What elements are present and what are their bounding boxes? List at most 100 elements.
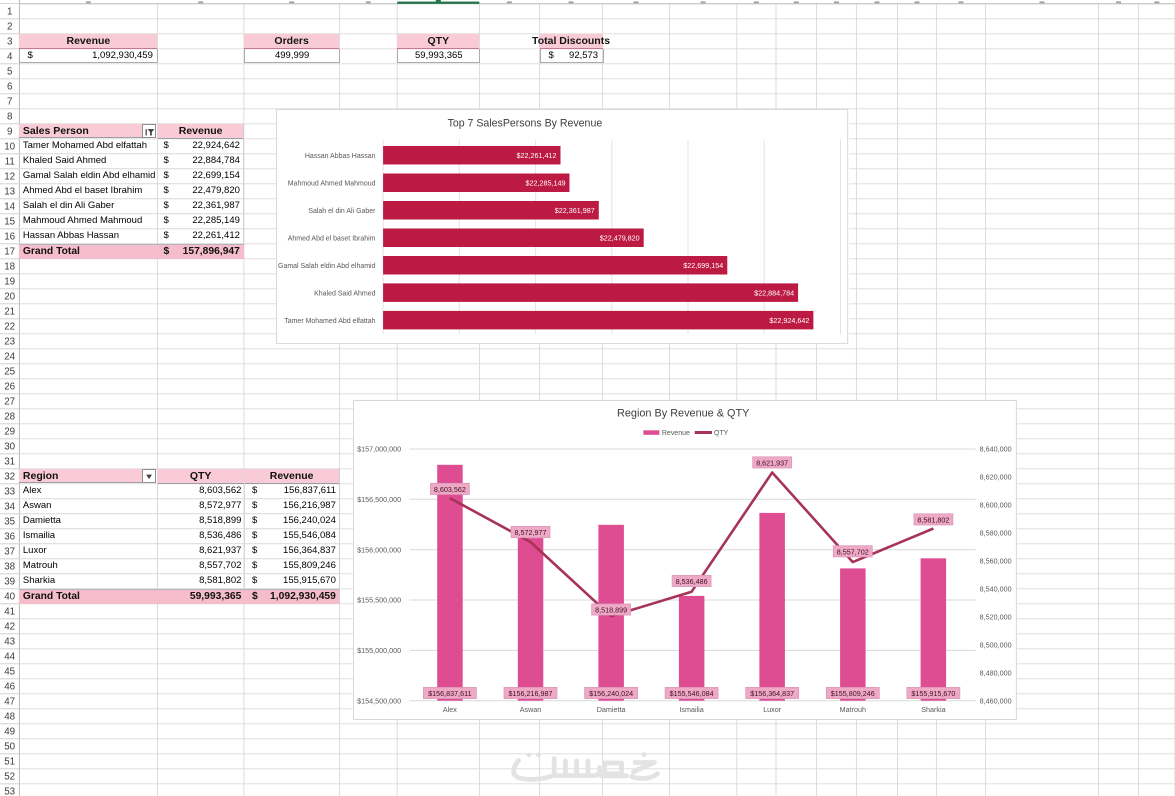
svg-text:37: 37 xyxy=(4,547,15,558)
svg-text:31: 31 xyxy=(4,457,15,468)
svg-text:8,603,562: 8,603,562 xyxy=(434,485,466,494)
svg-text:11: 11 xyxy=(5,157,15,168)
svg-text:8,540,000: 8,540,000 xyxy=(980,584,1012,593)
svg-text:8,620,000: 8,620,000 xyxy=(980,473,1012,482)
svg-text:8,560,000: 8,560,000 xyxy=(980,557,1012,566)
svg-text:9: 9 xyxy=(7,127,12,138)
svg-text:$155,500,000: $155,500,000 xyxy=(358,596,402,605)
svg-text:Sharkia: Sharkia xyxy=(922,705,946,714)
svg-text:8,621,937: 8,621,937 xyxy=(757,459,789,468)
svg-text:30: 30 xyxy=(4,442,15,453)
svg-text:20: 20 xyxy=(4,292,15,303)
svg-text:Gamal Salah eldin Abd elhamid: Gamal Salah eldin Abd elhamid xyxy=(278,263,376,270)
svg-text:8,536,486: 8,536,486 xyxy=(676,577,708,586)
svg-text:Tamer Mohamed Abd elfattah: Tamer Mohamed Abd elfattah xyxy=(285,318,376,325)
svg-text:39: 39 xyxy=(4,577,15,588)
svg-text:51: 51 xyxy=(4,757,15,768)
svg-text:Hassan Abbas Hassan: Hassan Abbas Hassan xyxy=(305,153,376,160)
svg-text:Top 7 SalesPersons By Revenue: Top 7 SalesPersons By Revenue xyxy=(448,117,603,129)
svg-text:QTY: QTY xyxy=(714,430,729,437)
svg-text:43: 43 xyxy=(4,637,15,648)
svg-text:Matrouh: Matrouh xyxy=(840,705,866,714)
svg-text:8,580,000: 8,580,000 xyxy=(980,529,1012,538)
svg-text:$155,000,000: $155,000,000 xyxy=(358,646,402,655)
svg-text:Alex: Alex xyxy=(443,705,457,714)
svg-text:4: 4 xyxy=(7,52,13,63)
svg-text:8,460,000: 8,460,000 xyxy=(980,696,1012,705)
svg-text:8,518,899: 8,518,899 xyxy=(595,606,627,615)
svg-text:$155,915,670: $155,915,670 xyxy=(912,689,956,698)
svg-text:44: 44 xyxy=(4,652,15,663)
svg-text:46: 46 xyxy=(4,682,15,693)
svg-text:23: 23 xyxy=(4,337,15,348)
svg-text:8,520,000: 8,520,000 xyxy=(980,612,1012,621)
svg-text:28: 28 xyxy=(4,412,15,423)
svg-text:Luxor: Luxor xyxy=(764,705,783,714)
svg-text:26: 26 xyxy=(4,382,15,393)
svg-text:Region By Revenue & QTY: Region By Revenue & QTY xyxy=(617,408,750,420)
svg-text:2: 2 xyxy=(7,22,12,33)
svg-text:$154,500,000: $154,500,000 xyxy=(358,696,402,705)
svg-text:8,500,000: 8,500,000 xyxy=(980,640,1012,649)
svg-text:21: 21 xyxy=(4,307,15,318)
svg-text:38: 38 xyxy=(4,562,15,573)
svg-text:Khaled Said Ahmed: Khaled Said Ahmed xyxy=(315,290,376,297)
svg-text:Revenue: Revenue xyxy=(662,430,690,437)
svg-text:42: 42 xyxy=(4,622,15,633)
svg-text:$156,216,987: $156,216,987 xyxy=(509,689,553,698)
svg-text:27: 27 xyxy=(4,397,15,408)
svg-text:52: 52 xyxy=(4,772,15,783)
svg-text:35: 35 xyxy=(4,517,15,528)
svg-text:47: 47 xyxy=(4,697,15,708)
svg-text:34: 34 xyxy=(4,502,15,513)
svg-text:14: 14 xyxy=(4,202,15,213)
svg-text:$22,361,987: $22,361,987 xyxy=(555,206,595,215)
svg-text:Ahmed Abd el baset Ibrahim: Ahmed Abd el baset Ibrahim xyxy=(288,235,376,242)
svg-text:50: 50 xyxy=(4,742,15,753)
svg-text:Damietta: Damietta xyxy=(597,705,626,714)
svg-text:22: 22 xyxy=(4,322,15,333)
svg-text:25: 25 xyxy=(4,367,15,378)
svg-text:$156,837,611: $156,837,611 xyxy=(429,689,472,698)
svg-text:15: 15 xyxy=(4,217,15,228)
svg-text:$22,699,154: $22,699,154 xyxy=(684,261,724,270)
svg-text:$155,809,246: $155,809,246 xyxy=(831,689,875,698)
svg-text:Aswan: Aswan xyxy=(520,705,542,714)
svg-text:16: 16 xyxy=(4,232,15,243)
svg-text:7: 7 xyxy=(7,97,12,108)
svg-text:$156,240,024: $156,240,024 xyxy=(590,689,634,698)
svg-text:$157,000,000: $157,000,000 xyxy=(358,445,402,454)
svg-text:8: 8 xyxy=(7,112,13,123)
svg-text:5: 5 xyxy=(7,67,13,78)
svg-text:53: 53 xyxy=(4,787,15,796)
svg-text:45: 45 xyxy=(4,667,15,678)
svg-text:13: 13 xyxy=(4,187,15,198)
svg-text:12: 12 xyxy=(4,172,15,183)
svg-text:8,600,000: 8,600,000 xyxy=(980,501,1012,510)
svg-text:49: 49 xyxy=(4,727,15,738)
svg-text:3: 3 xyxy=(7,37,13,48)
svg-text:$22,479,820: $22,479,820 xyxy=(600,233,640,242)
svg-text:33: 33 xyxy=(4,487,15,498)
svg-text:$22,285,149: $22,285,149 xyxy=(526,178,566,187)
svg-text:8,640,000: 8,640,000 xyxy=(980,445,1012,454)
svg-text:$156,000,000: $156,000,000 xyxy=(358,545,402,554)
svg-text:$156,500,000: $156,500,000 xyxy=(358,495,402,504)
svg-text:8,557,702: 8,557,702 xyxy=(837,547,869,556)
svg-text:10: 10 xyxy=(4,142,15,153)
svg-text:17: 17 xyxy=(4,247,15,258)
svg-text:Ismailia: Ismailia xyxy=(680,705,704,714)
svg-text:$22,261,412: $22,261,412 xyxy=(517,151,557,160)
svg-text:Mahmoud Ahmed Mahmoud: Mahmoud Ahmed Mahmoud xyxy=(288,180,376,187)
svg-text:18: 18 xyxy=(4,262,15,273)
svg-text:36: 36 xyxy=(4,532,15,543)
svg-text:$156,364,837: $156,364,837 xyxy=(751,689,795,698)
svg-text:19: 19 xyxy=(4,277,15,288)
svg-text:$22,924,642: $22,924,642 xyxy=(770,316,810,325)
svg-text:40: 40 xyxy=(4,592,15,603)
svg-text:$155,546,084: $155,546,084 xyxy=(670,689,714,698)
svg-text:8,480,000: 8,480,000 xyxy=(980,668,1012,677)
svg-text:Salah el din Ali Gaber: Salah el din Ali Gaber xyxy=(309,208,377,215)
svg-text:1: 1 xyxy=(7,7,12,18)
svg-text:8,581,802: 8,581,802 xyxy=(918,516,950,525)
